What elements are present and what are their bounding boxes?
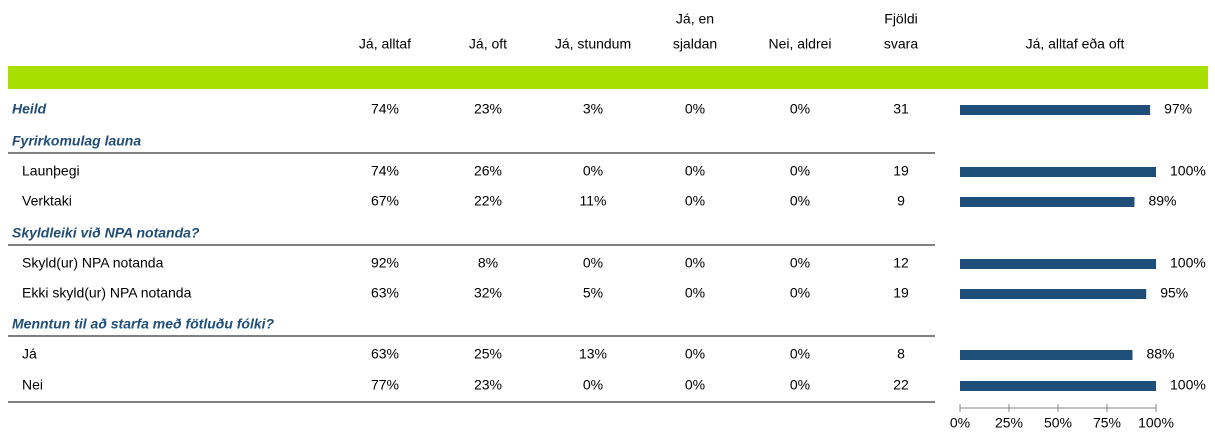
cell: 0% [790, 101, 810, 117]
bar [960, 259, 1156, 269]
tick-label: 100% [1138, 415, 1174, 431]
bar-label: 100% [1170, 163, 1206, 179]
row-label: Ekki skyld(ur) NPA notanda [22, 285, 192, 301]
cell: 13% [579, 346, 607, 362]
column-header: Já, stundum [555, 36, 631, 52]
cell: 74% [371, 163, 399, 179]
cell: 5% [583, 285, 603, 301]
bar [960, 350, 1133, 360]
section-title: Skyldleiki við NPA notanda? [12, 225, 200, 241]
bar-label: 88% [1146, 346, 1174, 362]
bar-label: 100% [1170, 255, 1206, 271]
cell: 8 [897, 346, 905, 362]
cell: 19 [893, 163, 909, 179]
column-header: Já, en [676, 11, 714, 27]
cell: 0% [583, 163, 603, 179]
tick-label: 50% [1044, 415, 1072, 431]
cell: 23% [474, 101, 502, 117]
cell: 26% [474, 163, 502, 179]
cell: 0% [685, 346, 705, 362]
bar [960, 381, 1156, 391]
cell: 0% [790, 285, 810, 301]
row-label: Launþegi [22, 163, 80, 179]
cell: 92% [371, 255, 399, 271]
cell: 63% [371, 346, 399, 362]
cell: 22% [474, 193, 502, 209]
cell: 0% [790, 255, 810, 271]
cell: 0% [790, 193, 810, 209]
cell: 3% [583, 101, 603, 117]
bar-column-title: Já, alltaf eða oft [1026, 36, 1125, 52]
tick-label: 0% [950, 415, 970, 431]
column-header: Fjöldi [884, 11, 917, 27]
row-label: Verktaki [22, 193, 72, 209]
bar-label: 100% [1170, 377, 1206, 393]
cell: 0% [685, 285, 705, 301]
cell: 0% [583, 377, 603, 393]
bar-label: 97% [1164, 101, 1192, 117]
cell: 22 [893, 377, 909, 393]
cell: 19 [893, 285, 909, 301]
cell: 23% [474, 377, 502, 393]
cell: 8% [478, 255, 498, 271]
column-header: svara [884, 36, 918, 52]
cell: 0% [790, 377, 810, 393]
column-header: Já, oft [469, 36, 507, 52]
cell: 11% [580, 193, 607, 209]
bar [960, 167, 1156, 177]
header-band [8, 66, 1208, 89]
section-title: Fyrirkomulag launa [12, 133, 141, 149]
cell: 0% [790, 163, 810, 179]
bar-label: 95% [1160, 285, 1188, 301]
bar [960, 105, 1151, 115]
column-header: sjaldan [673, 36, 717, 52]
cell: 0% [685, 163, 705, 179]
cell: 25% [474, 346, 502, 362]
row-label: Skyld(ur) NPA notanda [22, 255, 164, 271]
cell: 0% [685, 101, 705, 117]
cell: 77% [371, 377, 399, 393]
tick-label: 25% [995, 415, 1023, 431]
cell: 63% [371, 285, 399, 301]
row-label: Já [22, 346, 37, 362]
bar-label: 89% [1148, 193, 1176, 209]
cell: 12 [893, 255, 909, 271]
cell: 32% [474, 285, 502, 301]
section-title: Menntun til að starfa með fötluðu fólki? [12, 316, 275, 332]
column-header: Já, alltaf [359, 36, 411, 52]
cell: 0% [583, 255, 603, 271]
bar [960, 197, 1135, 207]
cell: 9 [897, 193, 905, 209]
cell: 0% [790, 346, 810, 362]
row-label: Heild [12, 101, 47, 117]
cell: 67% [371, 193, 399, 209]
bar [960, 289, 1147, 299]
cell: 0% [685, 377, 705, 393]
cell: 74% [371, 101, 399, 117]
cell: 31 [893, 101, 909, 117]
cell: 0% [685, 193, 705, 209]
tick-label: 75% [1093, 415, 1121, 431]
cell: 0% [685, 255, 705, 271]
column-header: Nei, aldrei [768, 36, 831, 52]
row-label: Nei [22, 377, 43, 393]
